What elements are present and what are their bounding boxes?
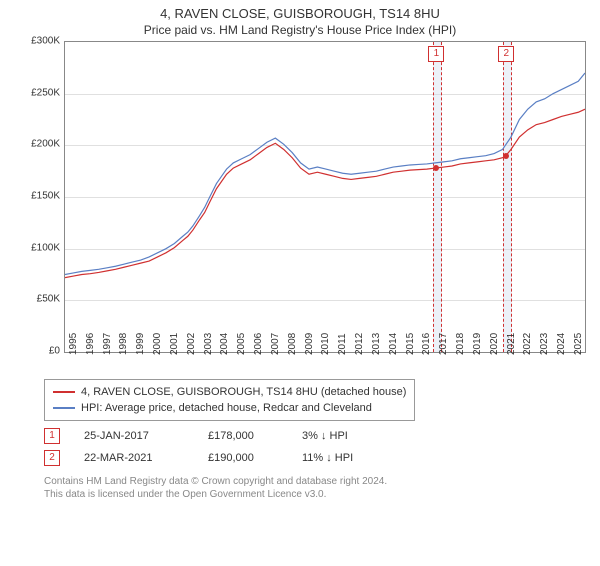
x-tick-label: 2005	[236, 333, 247, 355]
x-tick-label: 2012	[354, 333, 365, 355]
x-tick-label: 2003	[203, 333, 214, 355]
sale-row-tag: 1	[44, 428, 60, 444]
x-tick-label: 2004	[219, 333, 230, 355]
x-tick-label: 2001	[169, 333, 180, 355]
y-tick-label: £100K	[31, 242, 60, 253]
x-tick-label: 1999	[135, 333, 146, 355]
x-tick-label: 2018	[455, 333, 466, 355]
sale-row-tag: 2	[44, 450, 60, 466]
y-tick-label: £250K	[31, 87, 60, 98]
x-tick-label: 2022	[522, 333, 533, 355]
x-tick-label: 2016	[421, 333, 432, 355]
sale-marker-dot	[503, 153, 509, 159]
footer-line-2: This data is licensed under the Open Gov…	[44, 488, 600, 501]
x-tick-label: 2024	[556, 333, 567, 355]
x-tick-label: 2015	[405, 333, 416, 355]
x-tick-label: 1997	[102, 333, 113, 355]
y-tick-label: £200K	[31, 139, 60, 150]
x-tick-label: 2010	[320, 333, 331, 355]
legend-label: 4, RAVEN CLOSE, GUISBOROUGH, TS14 8HU (d…	[81, 384, 406, 400]
legend: 4, RAVEN CLOSE, GUISBOROUGH, TS14 8HU (d…	[44, 379, 415, 421]
legend-swatch	[53, 391, 75, 393]
footer: Contains HM Land Registry data © Crown c…	[44, 475, 600, 501]
sale-row-price: £190,000	[208, 452, 278, 464]
x-tick-label: 2000	[152, 333, 163, 355]
chart-subtitle: Price paid vs. HM Land Registry's House …	[0, 23, 600, 37]
sales-table: 1 25-JAN-2017 £178,000 3% ↓ HPI 2 22-MAR-2021…	[44, 425, 600, 469]
x-tick-label: 2008	[287, 333, 298, 355]
x-tick-label: 2023	[539, 333, 550, 355]
x-tick-label: 2020	[489, 333, 500, 355]
legend-label: HPI: Average price, detached house, Redc…	[81, 400, 372, 416]
sale-row-delta: 11% ↓ HPI	[302, 452, 382, 464]
x-tick-label: 2006	[253, 333, 264, 355]
x-tick-label: 2007	[270, 333, 281, 355]
x-tick-label: 2017	[438, 333, 449, 355]
legend-item: 4, RAVEN CLOSE, GUISBOROUGH, TS14 8HU (d…	[53, 384, 406, 400]
legend-swatch	[53, 407, 75, 409]
x-tick-label: 1995	[68, 333, 79, 355]
sale-row-date: 25-JAN-2017	[84, 430, 184, 442]
plot-region: 12	[64, 41, 586, 353]
x-tick-label: 2009	[304, 333, 315, 355]
x-tick-label: 2025	[573, 333, 584, 355]
x-tick-label: 2011	[337, 333, 348, 355]
y-tick-label: £300K	[31, 36, 60, 47]
y-tick-label: £50K	[37, 294, 60, 305]
sale-row-date: 22-MAR-2021	[84, 452, 184, 464]
x-tick-label: 2019	[472, 333, 483, 355]
x-tick-label: 2002	[186, 333, 197, 355]
sale-row: 1 25-JAN-2017 £178,000 3% ↓ HPI	[44, 425, 600, 447]
x-tick-label: 1996	[85, 333, 96, 355]
sale-row: 2 22-MAR-2021 £190,000 11% ↓ HPI	[44, 447, 600, 469]
x-tick-label: 2013	[371, 333, 382, 355]
legend-item: HPI: Average price, detached house, Redc…	[53, 400, 406, 416]
series-line	[65, 109, 585, 277]
chart-title: 4, RAVEN CLOSE, GUISBOROUGH, TS14 8HU	[0, 6, 600, 21]
y-tick-label: £0	[49, 346, 60, 357]
x-tick-label: 2014	[388, 333, 399, 355]
chart-area: 12 £0£50K£100K£150K£200K£250K£300K 19951…	[30, 41, 590, 371]
x-tick-label: 1998	[118, 333, 129, 355]
sale-row-price: £178,000	[208, 430, 278, 442]
x-tick-label: 2021	[506, 333, 517, 355]
y-tick-label: £150K	[31, 191, 60, 202]
sale-marker-dot	[433, 165, 439, 171]
footer-line-1: Contains HM Land Registry data © Crown c…	[44, 475, 600, 488]
sale-row-delta: 3% ↓ HPI	[302, 430, 382, 442]
